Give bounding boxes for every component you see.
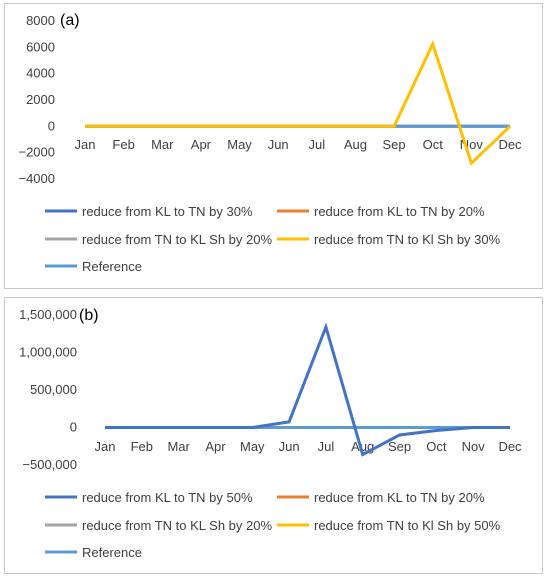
- chart-b-panel-label: (b): [79, 307, 99, 324]
- chart-b-xtick-label: Jan: [95, 439, 116, 454]
- chart-b-xtick-label: Mar: [167, 439, 190, 454]
- chart-a-legend-label: reduce from TN to KL Sh by 20%: [82, 232, 272, 247]
- chart-b-legend-label: Reference: [82, 545, 142, 560]
- chart-b-xtick-label: Jun: [279, 439, 300, 454]
- chart-b-xtick-label: Dec: [498, 439, 522, 454]
- chart-b-xtick-label: Oct: [426, 439, 447, 454]
- chart-b-xtick-label: May: [240, 439, 265, 454]
- chart-b-xtick-label: Nov: [462, 439, 486, 454]
- chart-a-xtick-label: Aug: [344, 137, 367, 152]
- chart-b-legend-label: reduce from TN to KL Sh by 20%: [82, 518, 272, 533]
- chart-a-legend-label: Reference: [82, 259, 142, 274]
- chart-a-xtick-label: Apr: [191, 137, 212, 152]
- chart-a-xtick-label: May: [227, 137, 252, 152]
- chart-a-ytick-label: 6000: [26, 39, 55, 54]
- chart-b-series-line: [105, 322, 510, 457]
- chart-a-legend-label: reduce from TN to Kl Sh by 30%: [314, 232, 501, 247]
- chart-a-xtick-label: Dec: [498, 137, 522, 152]
- chart-b-legend-label: reduce from TN to Kl Sh by 50%: [314, 518, 501, 533]
- chart-b-xtick-label: Apr: [205, 439, 226, 454]
- chart-a-xtick-label: Jan: [75, 137, 96, 152]
- chart-b-svg: (b) −500,000 0 500,000 1,000,000 1,500,000 Jan…: [19, 307, 522, 560]
- chart-a-xtick-label: Jul: [309, 137, 326, 152]
- chart-b-xtick-label: Jul: [318, 439, 335, 454]
- chart-a-ytick-label: −2000: [18, 145, 55, 160]
- chart-a-legend-label: reduce from KL to TN by 20%: [314, 204, 485, 219]
- chart-a-ytick-label: 8000: [26, 13, 55, 28]
- chart-b-xtick-label: Feb: [131, 439, 153, 454]
- chart-b-legend-label: reduce from KL to TN by 50%: [82, 490, 253, 505]
- chart-a-ytick-label: −4000: [18, 171, 55, 186]
- chart-a-xtick-label: Mar: [151, 137, 174, 152]
- chart-a-xtick-label: Feb: [112, 137, 134, 152]
- chart-a-xtick-label: Oct: [423, 137, 444, 152]
- chart-panel-b: (b) −500,000 0 500,000 1,000,000 1,500,000 Jan…: [4, 297, 543, 574]
- chart-b-ytick-label: 0: [70, 420, 77, 435]
- chart-a-panel-label: (a): [60, 12, 80, 29]
- chart-a-series-line: [85, 39, 512, 166]
- chart-a-ytick-label: 2000: [26, 92, 55, 107]
- chart-a-xtick-label: Sep: [383, 137, 406, 152]
- chart-a-legend-label: reduce from KL to TN by 30%: [82, 204, 253, 219]
- chart-b-ytick-label: 1,500,000: [19, 307, 77, 322]
- chart-a-svg: (a) −4000 −2000 0 2000 4000 6000 8000 Jan Feb Mar A…: [18, 12, 522, 274]
- chart-b-ytick-label: 500,000: [30, 382, 77, 397]
- chart-b-ytick-label: 1,000,000: [19, 345, 77, 360]
- chart-b-legend-label: reduce from KL to TN by 20%: [314, 490, 485, 505]
- chart-b-xtick-label: Sep: [388, 439, 411, 454]
- chart-b-ytick-label: −500,000: [22, 457, 77, 472]
- chart-panel-a: (a) −4000 −2000 0 2000 4000 6000 8000 Jan Feb Mar A…: [4, 3, 543, 289]
- chart-a-xtick-label: Jun: [268, 137, 289, 152]
- chart-a-ytick-label: 0: [48, 118, 55, 133]
- chart-a-ytick-label: 4000: [26, 66, 55, 81]
